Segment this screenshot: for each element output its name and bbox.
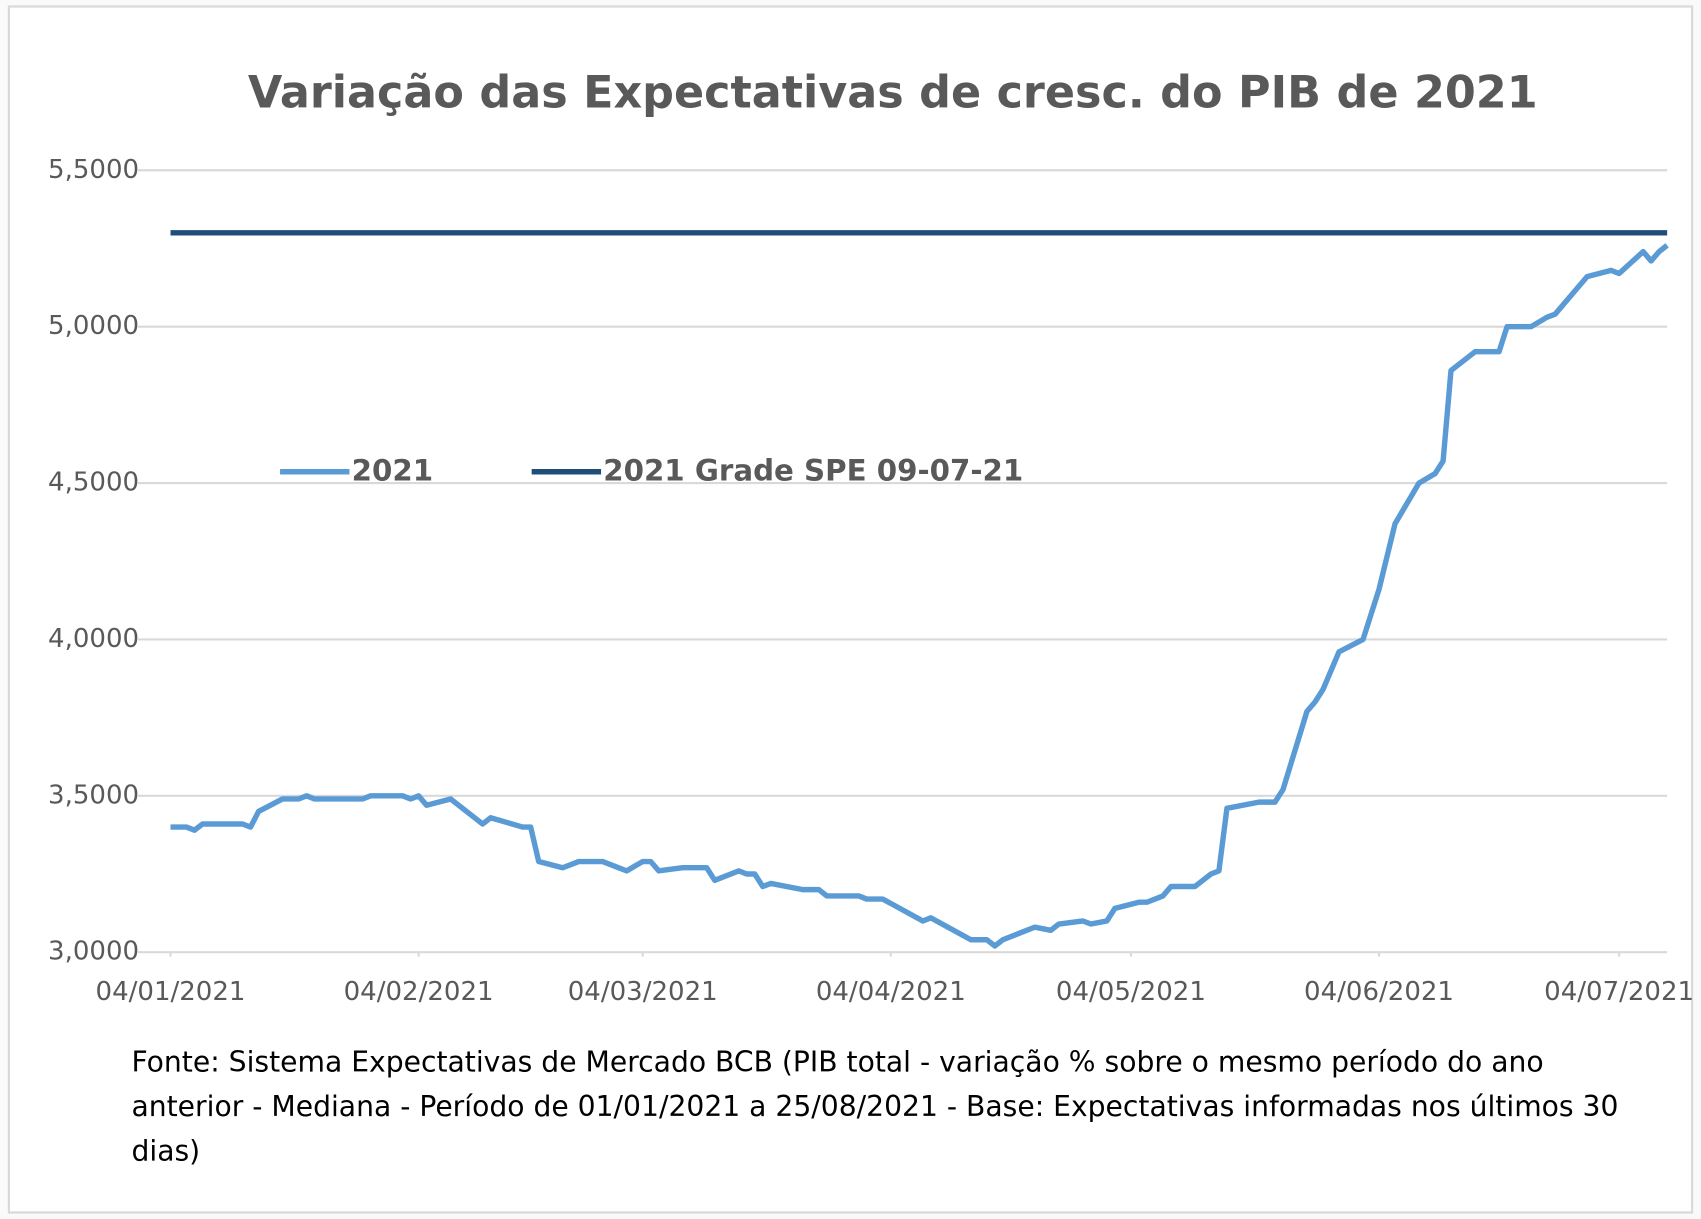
y-tick-label: 3,0000 [48,937,139,967]
x-tick-label: 04/06/2021 [1304,977,1454,1007]
x-tick-label: 04/02/2021 [344,977,494,1007]
x-tick-label: 04/03/2021 [568,977,718,1007]
x-tick-label: 04/05/2021 [1056,977,1206,1007]
legend-label: 2021 Grade SPE 09-07-21 [603,453,1023,487]
legend-label: 2021 [352,453,433,487]
x-tick-label: 04/07/2021 [1544,977,1694,1007]
chart-frame [7,5,1694,1214]
y-tick-label: 3,5000 [48,780,139,810]
y-tick-label: 4,5000 [48,468,139,498]
source-note: Fonte: Sistema Expectativas de Mercado B… [131,1046,1619,1169]
y-tick-label: 5,0000 [48,311,139,341]
y-tick-label: 5,5000 [48,155,139,185]
y-tick-label: 4,0000 [48,624,139,654]
x-tick-label: 04/04/2021 [816,977,966,1007]
x-tick-label: 04/01/2021 [96,977,246,1007]
chart-title: Variação das Expectativas de cresc. do P… [248,67,1538,118]
data-line [170,243,1669,949]
note-box: Fonte: Sistema Expectativas de Mercado B… [131,1046,1619,1169]
